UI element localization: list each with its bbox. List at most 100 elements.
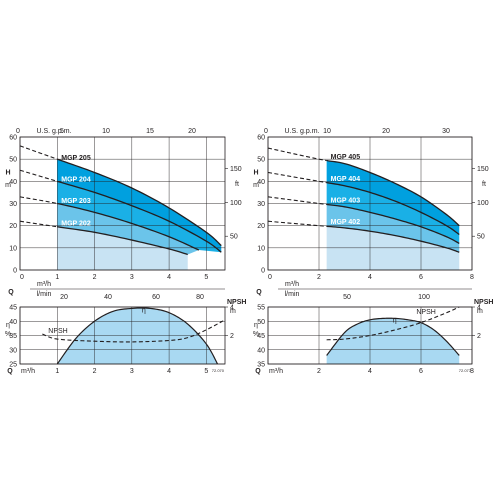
figure-code: 72.070 — [212, 368, 225, 373]
y-tick-label: 0 — [261, 268, 265, 275]
npsh-axis-label: NPSH — [227, 299, 246, 306]
eff-x-tick-label: 4 — [167, 368, 171, 375]
series-line — [57, 226, 188, 256]
eta-curve-label: η — [142, 307, 146, 314]
npsh-curve — [42, 319, 226, 343]
eff-axis-label: η — [6, 322, 10, 329]
top-axis-tick: 30 — [442, 128, 450, 135]
npsh-tick-label: 2 — [477, 333, 481, 340]
right-axis-label: ft — [482, 181, 486, 188]
top-axis-tick: 0 — [16, 128, 20, 135]
y-tick-label: 20 — [9, 223, 17, 230]
eff-tick-label: 45 — [257, 333, 265, 340]
eff-x-tick-label: 6 — [419, 368, 423, 375]
eff-x-tick-label: 3 — [130, 368, 134, 375]
x-tick-label: 4 — [368, 274, 372, 281]
series-label: MGP 402 — [331, 219, 361, 226]
lpm-tick-label: 40 — [104, 294, 112, 301]
series-line — [326, 182, 460, 236]
npsh-axis-unit: m — [477, 308, 483, 315]
x-tick-label: 0 — [268, 274, 272, 281]
top-axis-tick: 20 — [188, 128, 196, 135]
npsh-tick-label: 2 — [230, 333, 234, 340]
y-tick-label: 30 — [9, 201, 17, 208]
eff-tick-label: 45 — [9, 305, 17, 312]
top-axis-tick: 5 — [60, 128, 64, 135]
x-tick-label: 5 — [204, 274, 208, 281]
x-tick-label: 2 — [317, 274, 321, 281]
series-label: MGP 205 — [61, 155, 91, 162]
eff-q-unit: m³/h — [269, 368, 283, 375]
npsh-curve-label: NPSH — [416, 309, 435, 316]
npsh-curve-label: NPSH — [48, 328, 67, 335]
operating-range-fill — [57, 226, 188, 270]
eff-x-tick-label: 2 — [317, 368, 321, 375]
npsh-curve — [326, 306, 460, 341]
eff-x-tick-label: 1 — [55, 368, 59, 375]
right-axis-tick: 150 — [230, 166, 242, 173]
lpm-tick-label: 80 — [196, 294, 204, 301]
y-tick-label: 50 — [9, 157, 17, 164]
eff-axis-unit: % — [5, 331, 11, 338]
y-tick-label: 10 — [257, 245, 265, 252]
eff-tick-label: 40 — [257, 347, 265, 354]
series-line-dashed — [19, 220, 58, 228]
operating-range-fill — [57, 159, 222, 253]
series-line — [57, 158, 222, 247]
series-line-dashed — [19, 145, 58, 160]
plot-frame — [19, 136, 226, 271]
right-axis-tick: 100 — [230, 200, 242, 207]
q-axis-label: Q — [256, 289, 262, 296]
y-axis-label: H — [5, 170, 10, 177]
q-unit-bottom: l/min — [37, 291, 52, 298]
npsh-axis-label: NPSH — [474, 299, 493, 306]
operating-range-fill — [326, 226, 460, 270]
series-line-dashed — [19, 196, 58, 205]
q-unit-top: m³/h — [37, 281, 51, 288]
eff-axis-unit: % — [253, 331, 259, 338]
series-label: MGP 203 — [61, 198, 91, 205]
operating-range-fill — [326, 204, 460, 253]
series-line-dashed — [267, 147, 327, 162]
series-line — [57, 202, 200, 251]
npsh-axis-unit: m — [230, 308, 236, 315]
figure-code: 72.077 — [459, 368, 472, 373]
top-axis-tick: 15 — [146, 128, 154, 135]
series-line-dashed — [267, 171, 327, 184]
series-line-dashed — [19, 169, 58, 182]
series-line-dashed — [267, 196, 327, 206]
top-axis-label: U.S. g.p.m. — [284, 128, 319, 135]
eta-curve-label: η — [393, 317, 397, 324]
x-tick-label: 1 — [55, 274, 59, 281]
efficiency-fill — [57, 307, 218, 364]
y-axis-unit: m — [253, 182, 259, 189]
lpm-tick-label: 20 — [60, 294, 68, 301]
y-tick-label: 30 — [257, 201, 265, 208]
operating-range-fill — [326, 160, 460, 235]
x-tick-label: 6 — [419, 274, 423, 281]
efficiency-curve — [326, 317, 460, 356]
plot-frame — [267, 136, 473, 271]
y-axis-label: H — [253, 170, 258, 177]
eff-tick-label: 40 — [9, 319, 17, 326]
eff-q-unit: m³/h — [21, 368, 35, 375]
x-tick-label: 4 — [167, 274, 171, 281]
q-unit-top: m³/h — [285, 281, 299, 288]
y-tick-label: 60 — [9, 135, 17, 142]
top-axis-tick: 20 — [382, 128, 390, 135]
y-tick-label: 40 — [9, 179, 17, 186]
y-tick-label: 40 — [257, 179, 265, 186]
lpm-tick-label: 50 — [343, 294, 351, 301]
q-axis-label: Q — [8, 289, 14, 296]
eff-x-tick-label: 2 — [93, 368, 97, 375]
lpm-tick-label: 100 — [418, 294, 430, 301]
series-label: MGP 204 — [61, 177, 91, 184]
series-label: MGP 403 — [331, 197, 361, 204]
top-axis-tick: 10 — [323, 128, 331, 135]
eff-axis-label: η — [254, 322, 258, 329]
y-tick-label: 60 — [257, 135, 265, 142]
efficiency-fill — [326, 318, 460, 364]
top-axis-tick: 10 — [102, 128, 110, 135]
